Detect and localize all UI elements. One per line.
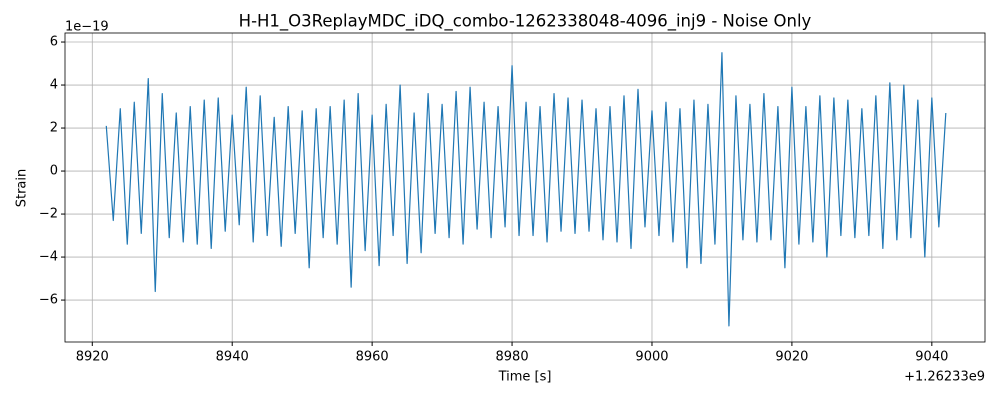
y-offset-label: 1e−19 — [65, 20, 109, 35]
x-tick-label: 8940 — [216, 350, 249, 365]
x-axis-label: Time [s] — [498, 370, 552, 385]
y-tick-label: −4 — [39, 250, 58, 265]
x-tick-label: 9020 — [775, 350, 808, 365]
y-axis-label: Strain — [15, 169, 30, 208]
x-tick-label: 8960 — [356, 350, 389, 365]
y-tick-label: 0 — [50, 164, 58, 179]
y-tick-label: −2 — [39, 207, 58, 222]
plot-frame — [64, 32, 986, 343]
signal-line — [105, 52, 947, 327]
y-tick-label: −6 — [39, 293, 58, 308]
chart-title: H-H1_O3ReplayMDC_iDQ_combo-1262338048-40… — [239, 12, 812, 32]
x-tick-label: 9000 — [635, 350, 668, 365]
y-tick-label: 4 — [50, 78, 58, 93]
y-tick-label: 2 — [50, 121, 58, 136]
x-offset-label: +1.26233e9 — [904, 370, 985, 385]
x-tick-label: 9040 — [915, 350, 948, 365]
y-tick-label: 6 — [50, 35, 58, 50]
x-tick-label: 8920 — [76, 350, 109, 365]
x-tick-label: 8980 — [496, 350, 529, 365]
